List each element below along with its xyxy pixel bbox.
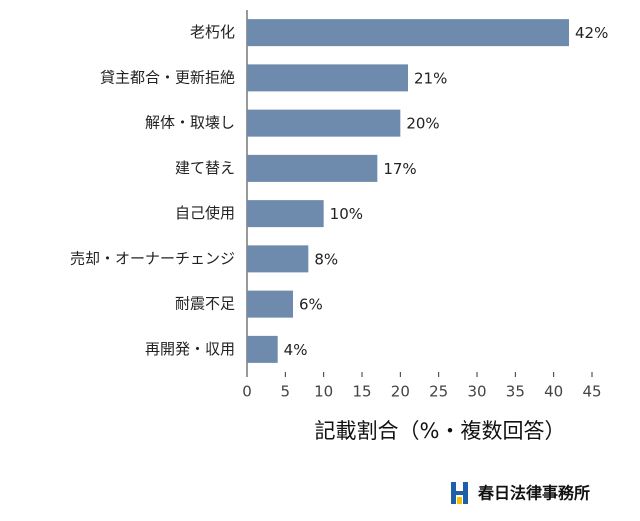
x-tick-label: 25 — [429, 383, 448, 401]
x-tick-label: 30 — [467, 383, 486, 401]
bar — [247, 154, 378, 182]
bar — [247, 290, 293, 318]
bar — [247, 245, 309, 273]
bar — [247, 200, 324, 228]
x-tick-label: 35 — [506, 383, 525, 401]
value-label: 4% — [284, 341, 308, 359]
x-tick-label: 5 — [281, 383, 291, 401]
logo-icon — [463, 482, 468, 504]
y-tick-label: 貸主都合・更新拒絶 — [100, 68, 235, 86]
logo: 春日法律事務所 — [451, 482, 590, 504]
x-tick-label: 40 — [544, 383, 563, 401]
value-label: 20% — [406, 115, 439, 133]
logo-icon — [457, 497, 462, 504]
y-tick-label: 老朽化 — [190, 23, 235, 41]
x-axis-title: 記載割合（%・複数回答） — [315, 419, 566, 443]
y-tick-label: 解体・取壊し — [145, 114, 235, 132]
x-tick-label: 45 — [582, 383, 601, 401]
logo-text: 春日法律事務所 — [477, 484, 590, 503]
y-tick-label: 建て替え — [175, 159, 235, 177]
bar — [247, 19, 569, 47]
value-label: 6% — [299, 296, 323, 314]
y-tick-label: 自己使用 — [175, 204, 235, 222]
value-label: 21% — [414, 69, 447, 87]
logo-icon — [451, 482, 456, 504]
bar — [247, 109, 401, 137]
value-label: 17% — [383, 160, 416, 178]
x-tick-label: 20 — [391, 383, 410, 401]
value-label: 42% — [575, 24, 608, 42]
bar — [247, 335, 278, 363]
y-tick-label: 耐震不足 — [175, 295, 235, 313]
value-label: 8% — [314, 250, 338, 268]
logo-icon — [456, 491, 463, 495]
y-tick-label: 売却・オーナーチェンジ — [70, 249, 235, 267]
x-tick-label: 15 — [352, 383, 371, 401]
x-tick-label: 10 — [314, 383, 333, 401]
bar — [247, 64, 408, 92]
y-tick-label: 再開発・収用 — [145, 340, 235, 358]
x-tick-label: 0 — [242, 383, 252, 401]
value-label: 10% — [330, 205, 363, 223]
